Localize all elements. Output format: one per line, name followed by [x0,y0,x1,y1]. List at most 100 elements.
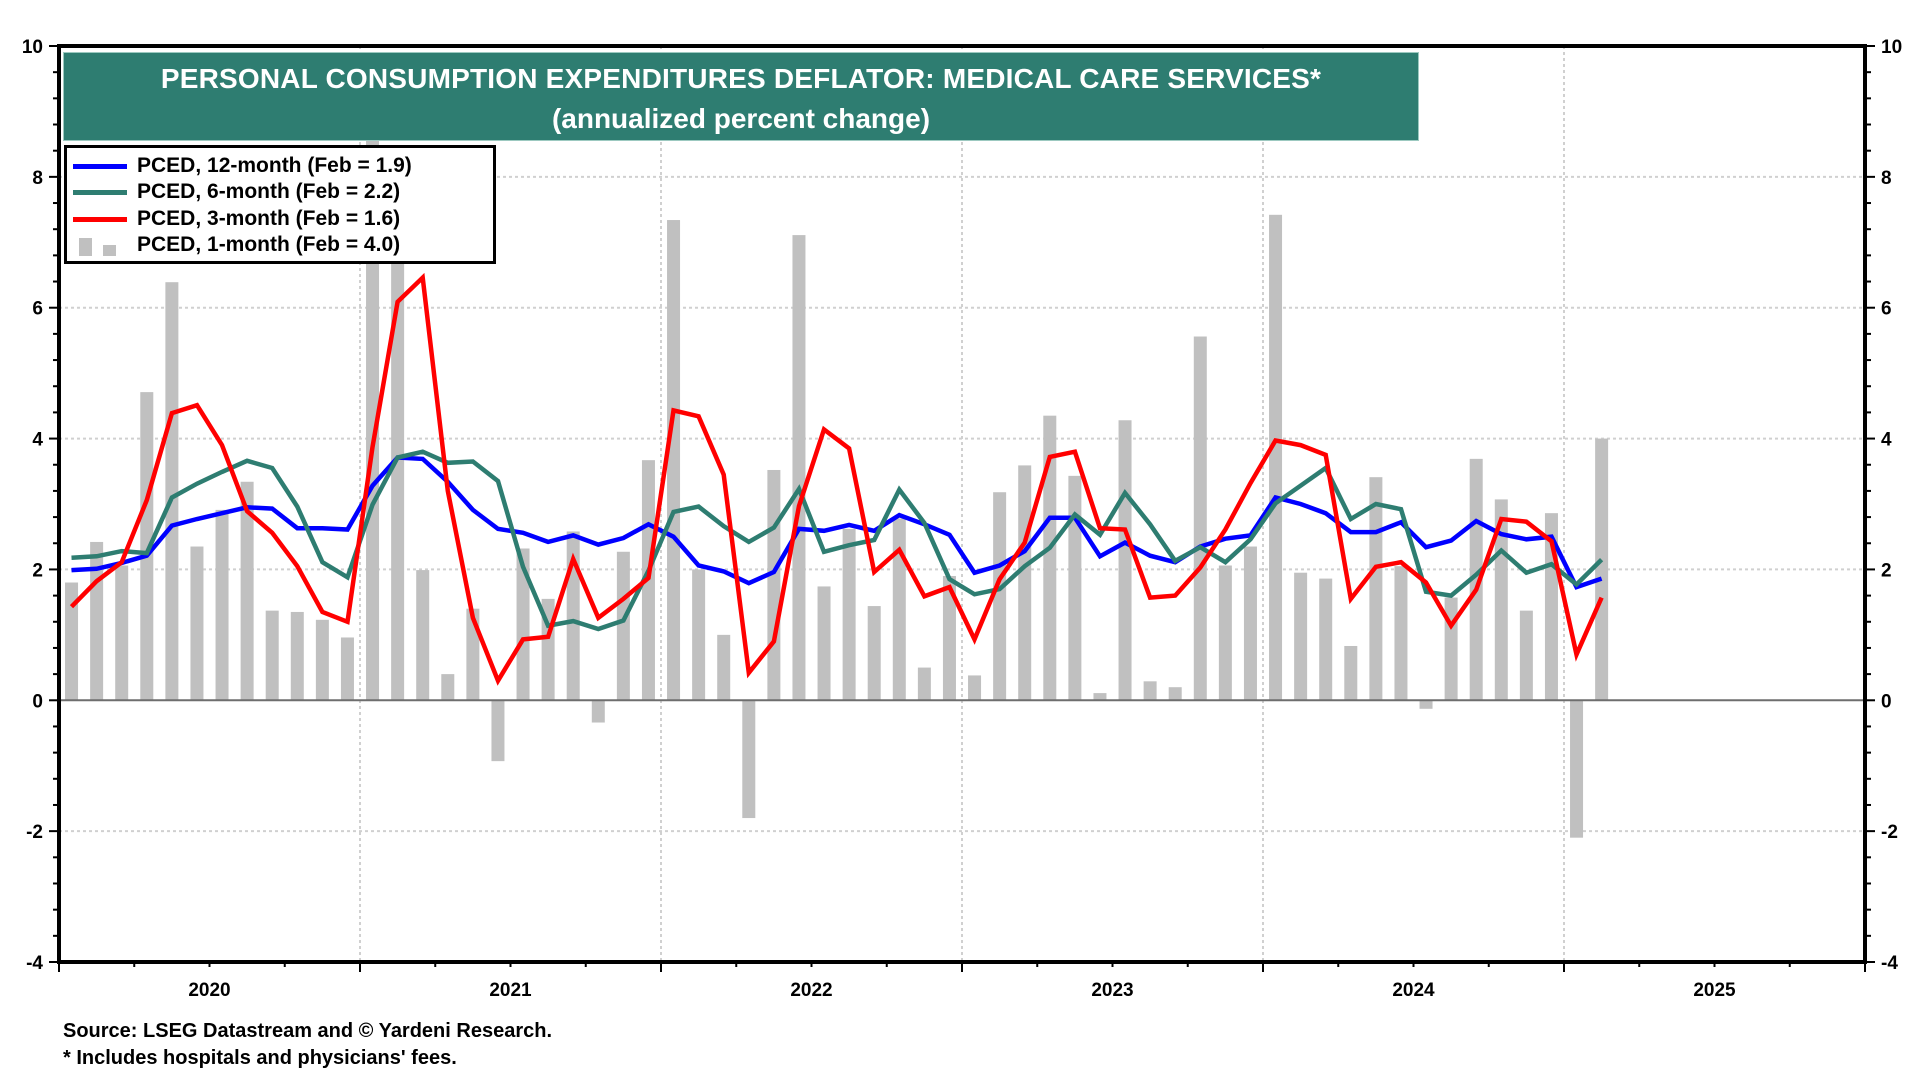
bar [1018,465,1032,701]
bar [1068,475,1082,701]
footnote: * Includes hospitals and physicians' fee… [63,1047,457,1069]
bar [817,586,831,701]
bar [290,611,304,701]
bar [867,606,881,701]
chart-title: PERSONAL CONSUMPTION EXPENDITURES DEFLAT… [160,63,1322,94]
bar [265,610,279,701]
line-3-month [69,272,1604,686]
line-12-month [71,455,1603,590]
y-tick-label-right: 2 [1881,560,1892,581]
bar [1494,499,1508,701]
y-tick-label-right: -4 [1881,953,1898,974]
axis-labels: -4 -2 0 2 4 6 8 10 -4 -2 0 2 4 6 8 10 2020 2021 2022 2023 20… [22,37,1902,1001]
legend: PCED, 12-month (Feb = 1.9) PCED, 6-month… [64,145,496,264]
bar [1444,597,1458,701]
y-tick-label-right: -2 [1881,822,1898,843]
bar [491,700,505,762]
x-tick-label: 2025 [1693,980,1736,1001]
bar [1143,681,1157,701]
bar [190,546,204,701]
bar [692,569,706,701]
lines-layer [69,272,1604,686]
bar [315,619,329,701]
x-tick-label: 2024 [1392,980,1435,1001]
bar [215,509,229,701]
legend-swatch-blue-line [73,164,127,169]
bar [1595,438,1609,701]
y-tick-label-right: 0 [1881,691,1892,712]
bar [1469,458,1483,701]
y-tick-label-left: 0 [32,691,43,712]
y-tick-label-right: 4 [1881,430,1892,451]
bar [165,282,179,701]
legend-label: PCED, 3-month (Feb = 1.6) [137,207,401,230]
gridlines [59,46,1865,962]
bar [1218,565,1232,701]
axes [49,44,1875,972]
bars-1-month [65,124,1609,838]
bar [366,124,380,701]
legend-label: PCED, 6-month (Feb = 2.2) [137,180,401,203]
bar [1193,336,1207,701]
bar [667,220,681,701]
bar [240,481,254,701]
bar [140,392,154,701]
bar [1344,645,1358,701]
line-6-month [71,449,1604,632]
bar [742,700,756,819]
y-tick-label-left: 6 [32,299,43,320]
bar [1294,572,1308,701]
bar [1394,566,1408,701]
bar [591,700,605,723]
bar [1043,415,1057,701]
chart-subtitle: (annualized percent change) [551,103,931,134]
bar [1319,578,1333,701]
legend-label: PCED, 1-month (Feb = 4.0) [137,233,401,256]
bar [616,551,630,701]
y-tick-label-left: 2 [32,560,43,581]
bar [1168,687,1182,701]
y-tick-label-left: -2 [26,822,43,843]
y-tick-label-left: 4 [32,430,43,451]
legend-item-3-month: PCED, 3-month (Feb = 1.6) [67,206,493,232]
bar [767,469,781,701]
legend-swatch-bars [79,236,119,256]
y-tick-label-right: 8 [1881,168,1892,189]
bar [1369,477,1383,701]
source-note: Source: LSEG Datastream and © Yardeni Re… [63,1020,553,1042]
bar [441,674,455,701]
x-tick-label: 2023 [1091,980,1133,1001]
bar [842,528,856,701]
x-tick-label: 2022 [790,980,832,1001]
bar [1519,610,1533,701]
x-tick-label: 2020 [188,980,230,1001]
y-tick-label-left: 10 [22,37,43,58]
bar [1570,700,1584,838]
legend-swatch-green-line [73,190,127,195]
bar [1243,546,1257,701]
bar [340,637,354,701]
bar [717,634,731,701]
title-box: PERSONAL CONSUMPTION EXPENDITURES DEFLAT… [63,52,1419,141]
bar [917,667,931,701]
y-tick-label-right: 6 [1881,299,1892,320]
bar [993,492,1007,701]
bar [1118,420,1132,701]
y-tick-label-right: 10 [1881,37,1902,58]
bar [942,575,956,701]
legend-label: PCED, 12-month (Feb = 1.9) [137,154,412,177]
bar [1269,214,1283,701]
legend-swatch-red-line [73,217,127,222]
legend-item-12-month: PCED, 12-month (Feb = 1.9) [67,153,493,179]
bar [115,565,129,701]
y-tick-label-left: -4 [26,953,43,974]
legend-item-1-month: PCED, 1-month (Feb = 4.0) [67,232,493,258]
x-tick-label: 2021 [489,980,532,1001]
bar [1093,693,1107,701]
bar [391,157,405,701]
bar [968,675,982,701]
bar [416,570,430,701]
bar [892,518,906,701]
bar [516,548,530,701]
